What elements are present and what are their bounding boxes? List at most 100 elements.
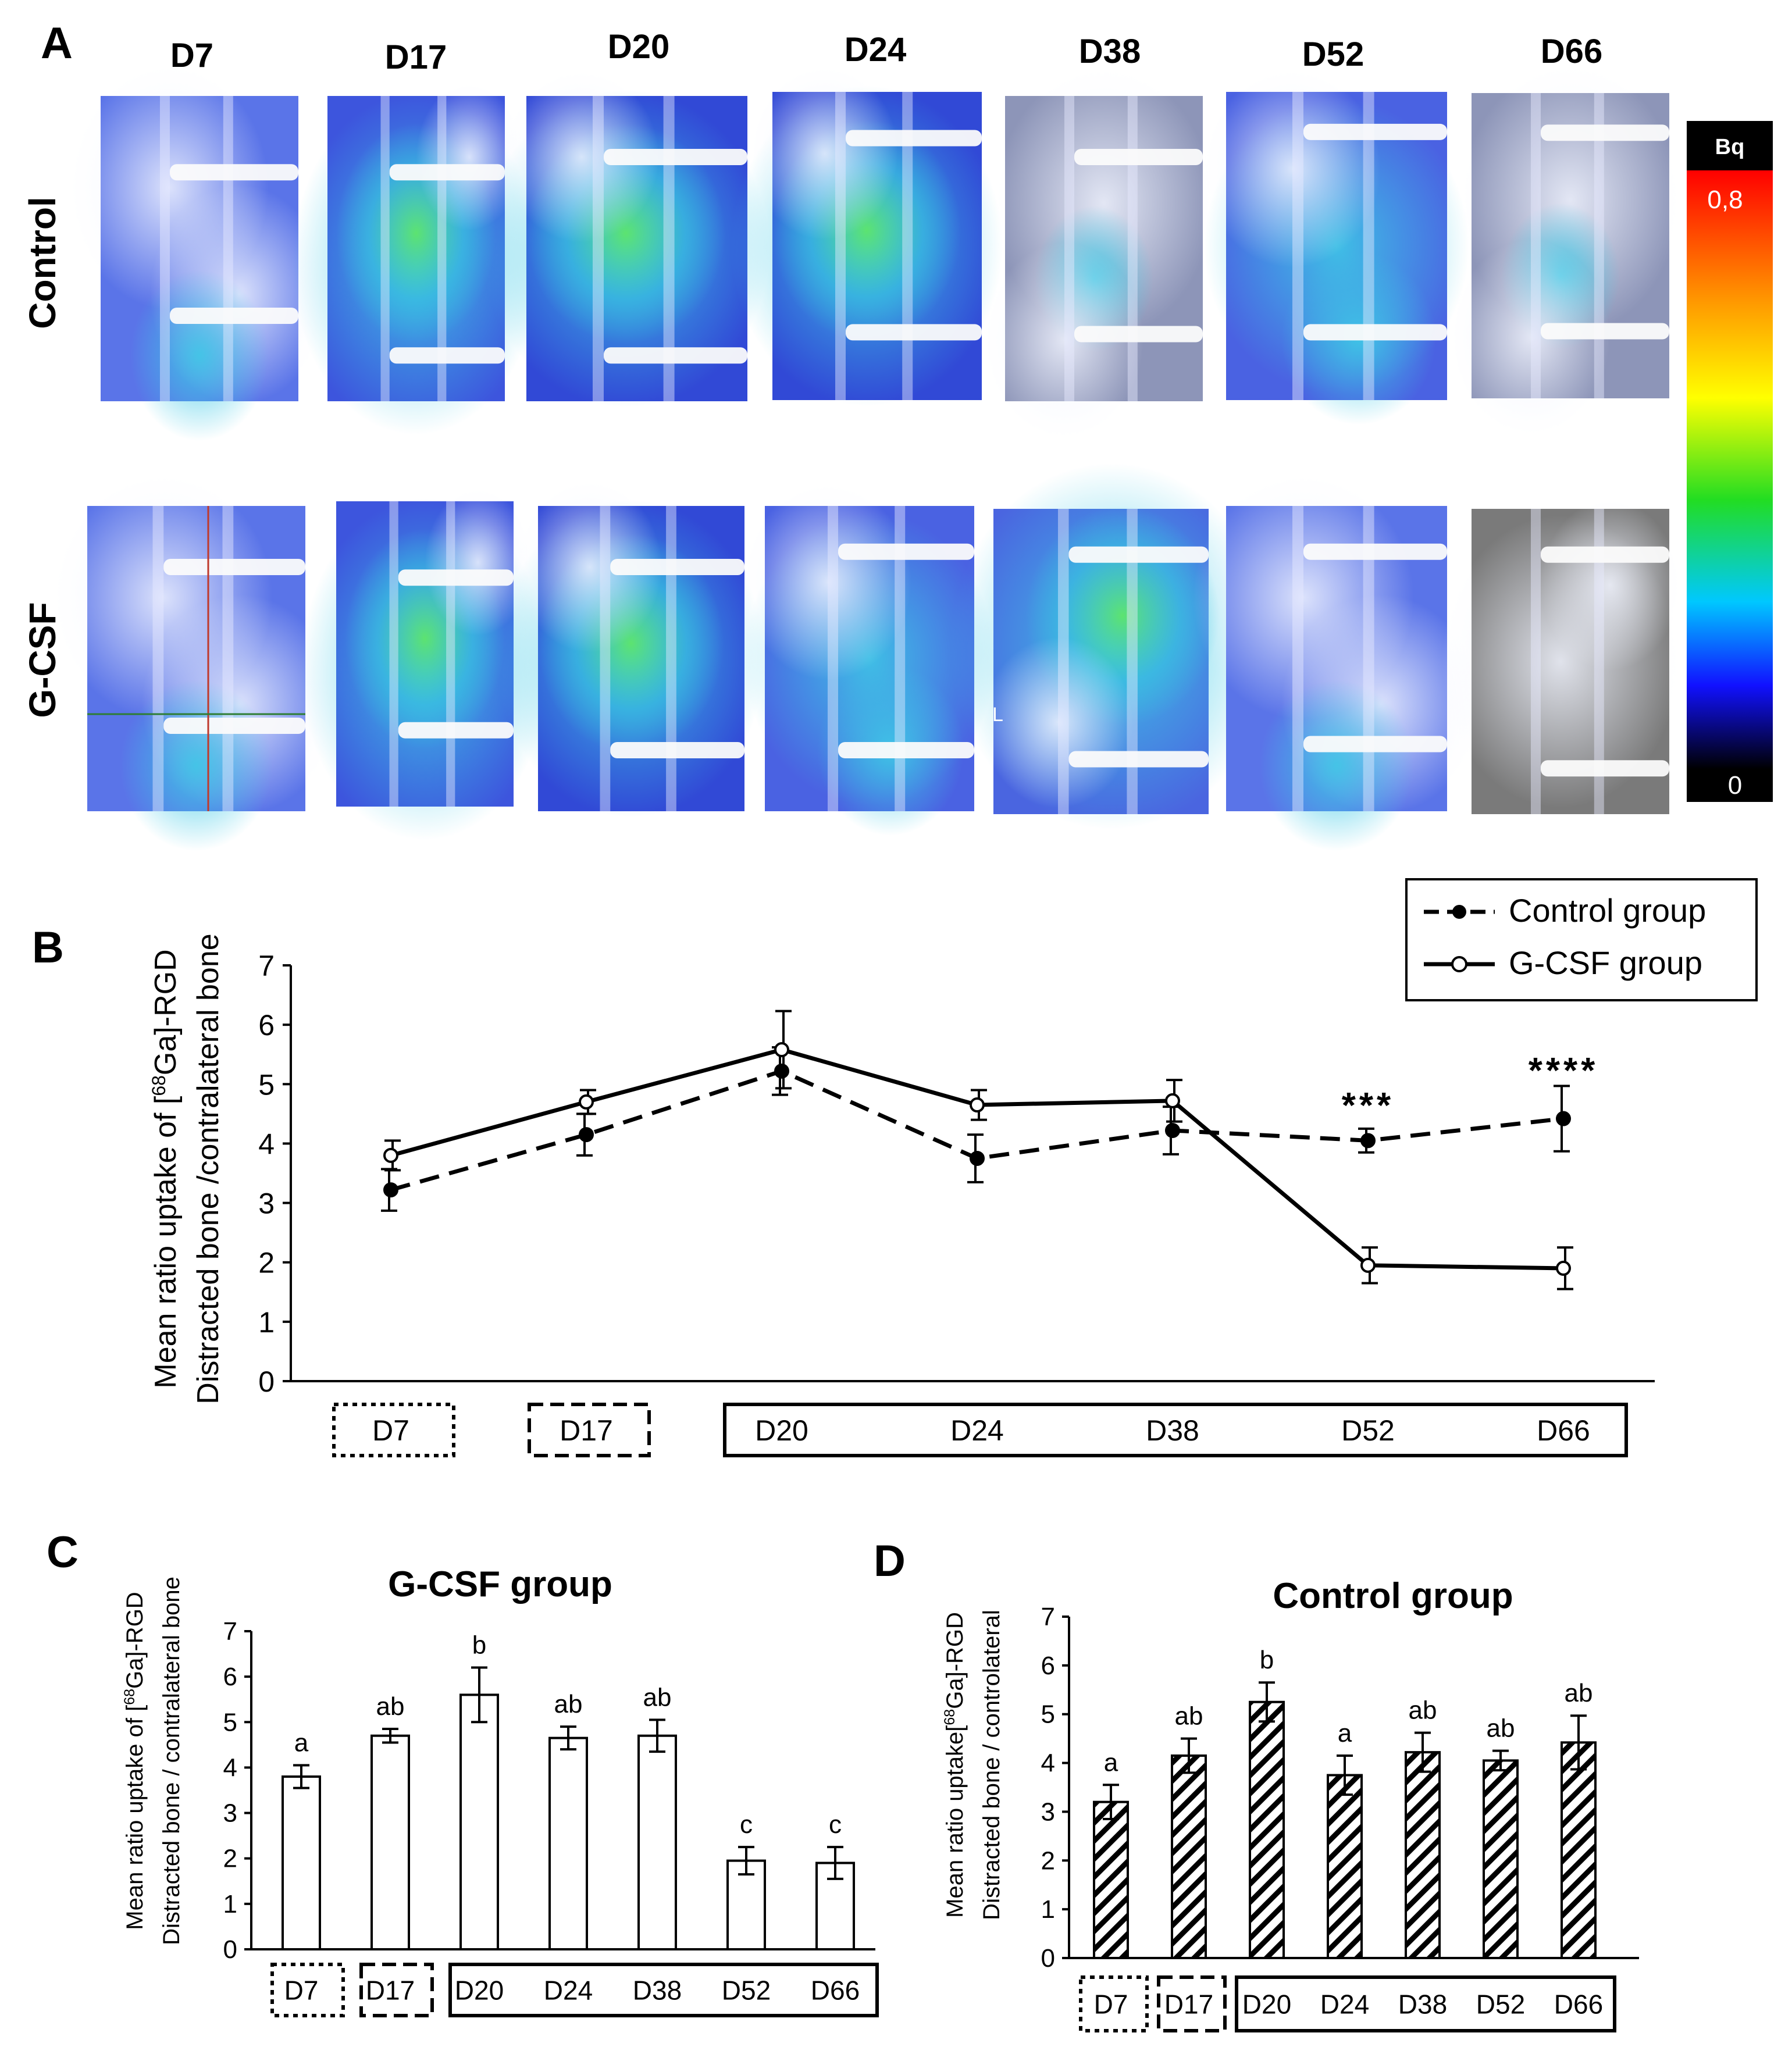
c-xtick-label-d66: D66	[811, 1975, 860, 2006]
panel-a: A D7 D17 D20 D24 D38 D52 D66 Control G-CSF L B…	[22, 19, 1773, 851]
uptake-blob	[1204, 70, 1381, 268]
y-tick-label-3: 3	[1041, 1798, 1055, 1826]
scan-gcsf-d24	[744, 484, 995, 836]
bar-d20	[1249, 1700, 1285, 1959]
c-group-box-1	[270, 1963, 345, 2017]
uptake-blob	[985, 242, 1143, 438]
panel-d-marks: a ab b a ab ab ab	[1093, 1646, 1597, 1960]
bone-strut	[222, 506, 234, 811]
fixation-pin	[398, 569, 514, 586]
scan-images	[54, 65, 1679, 851]
y-tick-label-7: 7	[1041, 1603, 1055, 1631]
gcsf-point-d66	[1556, 1260, 1571, 1276]
fixation-pin	[1303, 324, 1447, 341]
control-point-d7	[383, 1182, 398, 1198]
significance-letter-d52: c	[740, 1810, 753, 1839]
b-xtick-label-d38: D38	[1146, 1414, 1199, 1447]
day-label-d17: D17	[385, 38, 447, 76]
bone-strut	[593, 96, 604, 401]
bone-strut	[1531, 509, 1541, 814]
bone-strut	[1363, 92, 1374, 400]
day-label-d20: D20	[608, 28, 669, 66]
fixation-pin	[610, 559, 744, 575]
c-xtick-label-d7: D7	[284, 1975, 319, 2006]
significance-letter-d17: ab	[376, 1692, 405, 1721]
c-xtick-label-d20: D20	[455, 1975, 504, 2006]
scan-control-d20	[482, 72, 769, 408]
y-tick-label-6: 6	[223, 1663, 237, 1691]
scan-gcsf-d7	[54, 475, 339, 851]
y-tick-label-2: 2	[223, 1845, 237, 1873]
significance-letter-d52: ab	[1487, 1714, 1515, 1743]
uptake-blob	[120, 680, 273, 851]
fixation-pin	[846, 324, 982, 341]
d-group-box-2	[1157, 1975, 1227, 2032]
fixation-pin	[1074, 149, 1203, 165]
fixation-pin	[1541, 760, 1669, 777]
d-xtick-label-d24: D24	[1320, 1989, 1369, 2020]
panel-d-bar-chart: D Control group Mean ratio uptake[68Ga]-…	[874, 1536, 1639, 2032]
stray-label: L	[992, 704, 1003, 726]
bone-strut	[663, 96, 675, 401]
panel-c-label: C	[47, 1528, 79, 1577]
panel-d-ylabel-line1: Mean ratio uptake[68Ga]-RGD	[942, 1612, 968, 1918]
gcsf-point-d20	[774, 1042, 789, 1058]
uptake-blob	[1452, 240, 1610, 435]
bone-strut	[902, 92, 913, 400]
control-point-d17	[579, 1127, 594, 1143]
bar-d24	[548, 1736, 588, 1951]
c-group-box-2	[359, 1963, 434, 2017]
bone-strut	[1292, 92, 1303, 400]
panel-c-marks: a ab b ab ab c c	[282, 1631, 855, 1951]
fixation-pin	[1068, 751, 1209, 768]
colorbar: Bq 0,8 0	[1687, 121, 1773, 802]
y-tick-label-4: 4	[258, 1128, 275, 1160]
panel-b-line-chart: B Mean ratio uptake of [68Ga]-RGD Distra…	[32, 878, 1758, 1457]
scan-control-d7	[71, 65, 328, 441]
b-group-box-1	[332, 1403, 455, 1457]
day-label-d38: D38	[1079, 33, 1141, 70]
colorbar-gradient	[1687, 170, 1773, 769]
y-tick-label-5: 5	[223, 1708, 237, 1736]
row-label-gcsf: G-CSF	[22, 602, 63, 718]
bar-d52	[1483, 1759, 1519, 1960]
panel-b-axes: 0 1 2 3 4 5 6 7	[258, 950, 1655, 1398]
y-tick-label-1: 1	[258, 1306, 275, 1339]
bone-strut	[1292, 506, 1303, 811]
uptake-blob	[130, 270, 269, 441]
fixation-pin	[1303, 123, 1447, 140]
y-tick-label-6: 6	[258, 1009, 275, 1042]
fixation-pin	[1541, 124, 1669, 141]
b-xtick-label-d66: D66	[1537, 1414, 1590, 1447]
fixation-pin	[604, 347, 747, 364]
colorbar-min: 0	[1728, 771, 1742, 800]
control-point-d24	[970, 1150, 985, 1166]
bar-d17	[1171, 1754, 1207, 1960]
significance-letter-d38: ab	[643, 1683, 672, 1711]
b-xtick-label-d52: D52	[1341, 1414, 1395, 1447]
significance-letter-d66: c	[829, 1810, 842, 1839]
legend-box	[1405, 878, 1758, 1001]
d-xtick-label-d66: D66	[1554, 1989, 1603, 2020]
c-xtick-label-d24: D24	[544, 1975, 593, 2006]
panel-d-title: Control group	[1273, 1576, 1513, 1616]
fixation-pin	[389, 347, 505, 364]
fixation-pin	[610, 742, 744, 758]
bone-strut	[1058, 509, 1069, 814]
significance-letter-d24: ab	[554, 1690, 583, 1718]
fixation-pin	[170, 164, 298, 181]
b-xtick-label-d17: D17	[560, 1414, 613, 1447]
y-tick-label-2: 2	[258, 1247, 275, 1279]
day-label-d24: D24	[845, 31, 906, 69]
control-point-d38	[1165, 1122, 1180, 1138]
legend-gcsf-label: G-CSF group	[1509, 944, 1702, 981]
d-xtick-label-d7: D7	[1094, 1989, 1128, 2020]
bar-d66	[1561, 1741, 1597, 1959]
scan-control-d66	[1452, 65, 1679, 435]
panel-c-title: G-CSF group	[388, 1564, 612, 1604]
fixation-pin	[604, 149, 747, 165]
uptake-blob	[744, 484, 911, 680]
fixation-pin	[838, 742, 974, 758]
y-tick-label-5: 5	[258, 1068, 275, 1101]
